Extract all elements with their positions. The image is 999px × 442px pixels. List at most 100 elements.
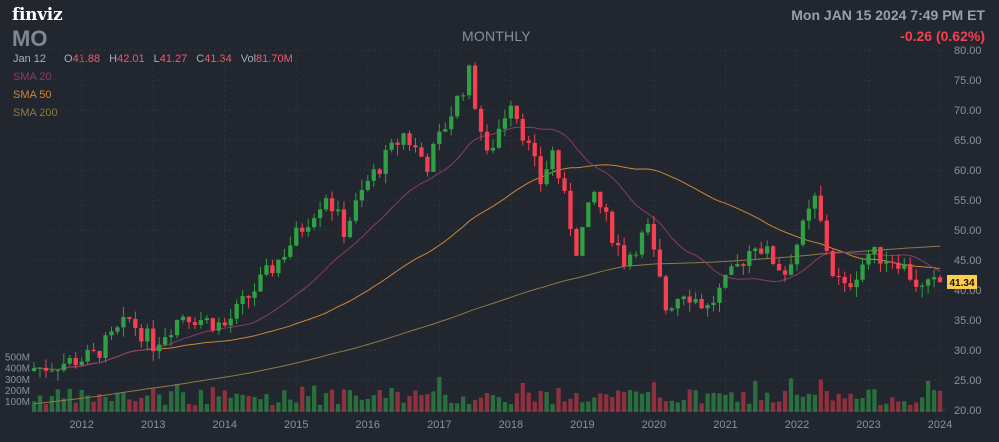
candle-body [657, 249, 663, 277]
volume-bar [598, 393, 603, 412]
candle-body [329, 198, 335, 212]
candle-body [151, 328, 156, 352]
candle-body [43, 367, 49, 371]
volume-bar [651, 382, 657, 412]
volume-bar [699, 403, 704, 412]
x-tick-label: 2015 [284, 419, 308, 431]
volume-bar [884, 403, 889, 412]
candle-body [180, 316, 186, 321]
volume-bar [502, 402, 508, 412]
volume-bar [335, 403, 341, 412]
volume-bar [568, 398, 573, 412]
volume-tick-label: 300M [5, 375, 30, 386]
y-tick-label: 45.00 [954, 255, 982, 267]
x-tick-label: 2016 [356, 419, 380, 431]
volume-bar [675, 402, 680, 412]
volume-bar [931, 390, 937, 412]
volume-bar [288, 399, 293, 412]
volume-bar [490, 395, 496, 412]
chart-interval[interactable]: MONTHLY [462, 28, 531, 44]
candle-body [133, 318, 138, 329]
candle-body [31, 368, 37, 371]
candle-body [782, 270, 788, 275]
volume-bar [592, 397, 597, 412]
high-label: H [109, 53, 118, 65]
volume-bar [860, 397, 865, 412]
volume-bar [800, 396, 806, 412]
candle-body [240, 296, 245, 304]
candle-body [574, 228, 579, 256]
volume-bar [830, 400, 835, 412]
volume-bar [818, 379, 823, 412]
candle-body [538, 156, 543, 185]
volume-bar [496, 397, 502, 412]
volume-bar [920, 397, 925, 412]
candle-body [920, 285, 925, 287]
candle-body [753, 248, 758, 251]
candle-body [693, 298, 698, 303]
volume-bar [824, 391, 829, 412]
volume-bar [455, 403, 460, 412]
volume-bar [759, 400, 764, 412]
candle-body [723, 274, 728, 288]
legend-sma-20[interactable]: SMA 20 [13, 71, 52, 83]
volume-bar [413, 390, 418, 412]
candle-body [109, 331, 114, 336]
volume-bar [925, 380, 931, 412]
timestamp: Mon JAN 15 2024 7:49 PM ET [791, 7, 985, 23]
x-tick-label: 2022 [785, 419, 809, 431]
volume-bar [109, 400, 114, 412]
volume-bar [85, 395, 90, 412]
y-tick-label: 80.00 [954, 45, 982, 57]
sma-20-line [33, 126, 941, 371]
volume-bar [842, 398, 847, 412]
candle-body [818, 195, 823, 221]
candle-body [610, 211, 615, 243]
volume-bar [395, 391, 400, 412]
volume-bar [908, 404, 913, 412]
volume-bar [657, 397, 663, 412]
y-tick-label: 70.00 [954, 105, 982, 117]
candle-body [431, 143, 436, 172]
volume-bar [770, 402, 776, 412]
candle-body [186, 316, 192, 323]
y-tick-label: 55.00 [954, 195, 982, 207]
candle-body [604, 207, 609, 212]
legend-sma-200[interactable]: SMA 200 [13, 107, 58, 119]
volume-bar [723, 394, 728, 412]
candle-body [562, 178, 567, 191]
volume-bar [121, 392, 126, 412]
volume-bar [383, 398, 388, 412]
candle-body [681, 296, 686, 300]
candle-body [383, 149, 388, 174]
volume-bar [317, 404, 323, 412]
volume-bar [705, 393, 710, 412]
candle-body [526, 140, 531, 143]
candle-body [592, 191, 597, 203]
x-tick-label: 2021 [713, 419, 737, 431]
candle-body [502, 118, 508, 129]
candle-body [73, 358, 78, 366]
y-tick-label: 35.00 [954, 315, 982, 327]
volume-bar [115, 392, 120, 412]
open-label: O [64, 53, 73, 65]
candle-body [294, 227, 299, 246]
grid-lines [34, 49, 946, 411]
volume-bar [157, 394, 162, 412]
candle-body [139, 328, 144, 342]
volume-bar [306, 396, 311, 412]
candle-body [270, 265, 275, 274]
volume-bar [514, 393, 519, 412]
volume-bar [359, 399, 364, 412]
volume-bar [216, 396, 221, 412]
candle-body [371, 169, 376, 181]
finviz-logo[interactable]: finviz [12, 5, 63, 25]
candle-body [878, 246, 883, 264]
legend-sma-50[interactable]: SMA 50 [13, 89, 52, 101]
volume-bar [431, 391, 436, 412]
ohlc-date: Jan 12 [13, 53, 47, 65]
volume-bar [43, 404, 49, 412]
volume-bar [240, 394, 245, 412]
candle-body [264, 265, 269, 275]
